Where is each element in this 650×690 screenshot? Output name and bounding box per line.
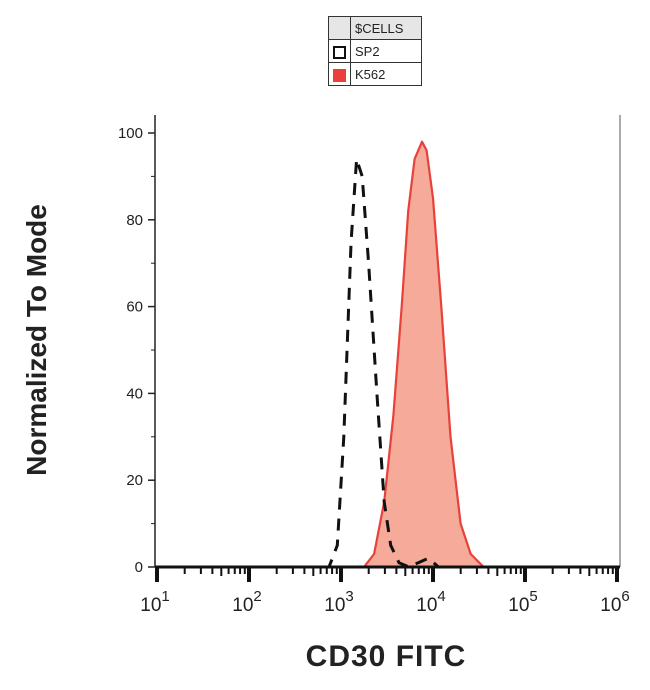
x-tick-label: 105 — [508, 588, 537, 616]
series-line-k562 — [157, 140, 617, 569]
y-axis-label: Normalized To Mode — [21, 204, 52, 476]
x-tick-exponent: 2 — [253, 588, 261, 605]
x-tick-base: 10 — [416, 595, 437, 616]
y-tick-label: 40 — [126, 385, 143, 402]
x-tick-base: 10 — [508, 595, 529, 616]
x-tick-base: 10 — [324, 595, 345, 616]
x-tick-label: 102 — [232, 588, 261, 616]
legend-label-k562: K562 — [350, 62, 422, 86]
x-tick-exponent: 6 — [621, 588, 629, 605]
x-tick-label: 106 — [600, 588, 629, 616]
y-tick-label: 60 — [126, 299, 143, 316]
x-tick-base: 10 — [140, 595, 161, 616]
x-tick-exponent: 4 — [437, 588, 445, 605]
legend-header: $CELLS — [350, 16, 422, 40]
x-axis-label: CD30 FITC — [306, 640, 467, 673]
x-tick-label: 101 — [140, 588, 169, 616]
x-tick-base: 10 — [600, 595, 621, 616]
y-tick-label: 80 — [126, 212, 143, 229]
x-tick-label: 103 — [324, 588, 353, 616]
x-tick-base: 10 — [232, 595, 253, 616]
y-tick-label: 0 — [135, 559, 143, 576]
x-tick-exponent: 1 — [161, 588, 169, 605]
x-tick-label: 104 — [416, 588, 445, 616]
y-tick-label: 100 — [118, 125, 143, 142]
x-tick-exponent: 5 — [529, 588, 537, 605]
legend: $CELLS SP2 K562 — [328, 16, 422, 86]
series-fill-k562 — [157, 141, 617, 567]
x-tick-exponent: 3 — [345, 588, 353, 605]
series-line-sp2 — [157, 157, 617, 569]
y-tick-label: 20 — [126, 472, 143, 489]
